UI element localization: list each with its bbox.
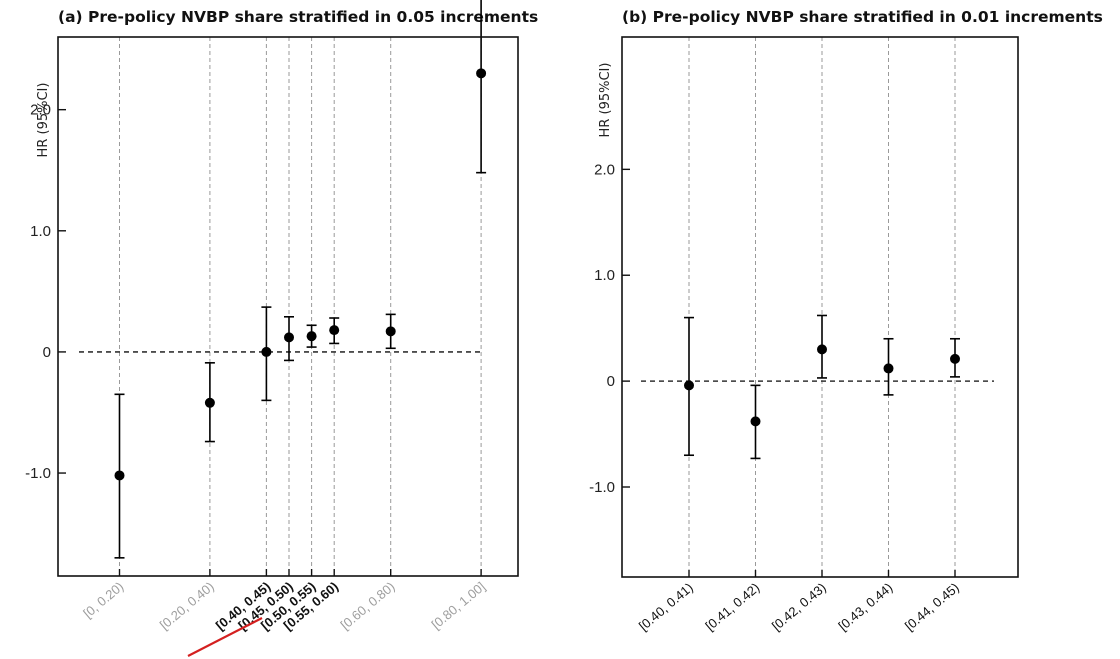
point-estimate xyxy=(750,416,761,427)
panel-a-y-axis-label: HR (95%CI) xyxy=(36,83,51,158)
point-estimate xyxy=(883,363,894,374)
y-tick-label: -1.0 xyxy=(25,465,51,482)
x-tick-label: [0.40, 0.41) xyxy=(636,580,696,634)
y-tick-label: 1.0 xyxy=(594,267,615,284)
x-tick-label: [0.20, 0.40) xyxy=(157,579,217,633)
point-estimate xyxy=(817,344,827,355)
panel-a-estimates xyxy=(114,0,487,559)
x-tick-label: [0.80, 1.00] xyxy=(429,579,488,632)
panel-b-estimates xyxy=(684,314,960,460)
y-tick-label: -1.0 xyxy=(589,479,615,496)
point-estimate xyxy=(261,346,272,357)
y-tick-label: 2.0 xyxy=(594,161,615,178)
point-estimate xyxy=(476,68,487,79)
x-tick-label: [0.41, 0.42) xyxy=(702,580,762,634)
point-estimate xyxy=(114,470,125,481)
panel-b: (b) Pre-policy NVBP share stratified in … xyxy=(589,8,1103,634)
point-estimate xyxy=(684,380,694,391)
x-tick-label: [0.43, 0.44) xyxy=(835,580,895,634)
panel-a: (a) Pre-policy NVBP share stratified in … xyxy=(25,0,538,657)
panel-b-title: (b) Pre-policy NVBP share stratified in … xyxy=(622,8,1103,26)
panel-b-y-axis-label: HR (95%CI) xyxy=(598,63,613,138)
point-estimate xyxy=(329,325,340,336)
y-tick-label: 0 xyxy=(607,373,615,390)
point-estimate xyxy=(385,326,396,337)
x-tick-label: [0, 0.20) xyxy=(80,579,126,621)
point-estimate xyxy=(950,353,960,364)
y-tick-label: 0 xyxy=(43,344,51,361)
panel-b-y-ticks: 2.0 1.0 0 -1.0 xyxy=(589,161,630,496)
point-estimate xyxy=(284,332,294,343)
panel-a-y-ticks: 2.0 1.0 0 -1.0 xyxy=(25,102,66,482)
panel-a-gridlines xyxy=(119,37,482,576)
panel-a-x-ticks: [0, 0.20) [0.20, 0.40)[0.40, 0.45)[0.45, … xyxy=(80,569,488,633)
panel-b-x-ticks: [0.40, 0.41) [0.41, 0.42) [0.42, 0.43) [0.4… xyxy=(636,570,962,634)
point-estimate xyxy=(204,397,215,408)
panel-a-plot-frame xyxy=(57,36,519,577)
panel-b-plot-frame xyxy=(621,36,1019,578)
panel-a-title: (a) Pre-policy NVBP share stratified in … xyxy=(58,8,538,26)
x-tick-label: [0.44, 0.45) xyxy=(902,580,962,634)
point-estimate xyxy=(306,331,317,342)
panel-b-gridlines xyxy=(688,37,956,577)
x-tick-label: [0.60, 0.80) xyxy=(338,579,398,633)
panel-a-red-underline xyxy=(187,617,263,657)
y-tick-label: 2.0 xyxy=(30,102,51,119)
y-tick-label: 1.0 xyxy=(30,223,51,240)
x-tick-label: [0.42, 0.43) xyxy=(769,580,829,634)
